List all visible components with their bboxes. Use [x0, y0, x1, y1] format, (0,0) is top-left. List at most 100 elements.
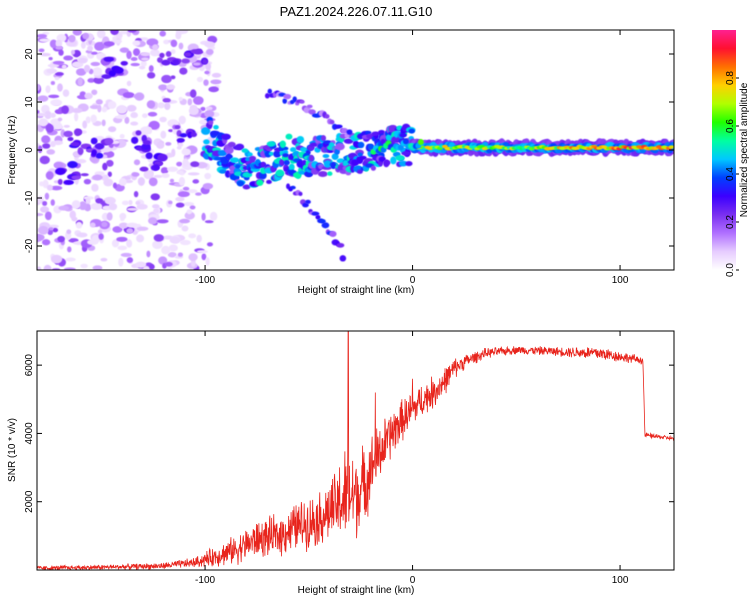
colorbar-tick-label: 0.6 [725, 119, 736, 133]
spectrogram-cell [204, 41, 216, 48]
spectrogram-cell [146, 38, 159, 47]
spectrogram-cell [140, 52, 151, 57]
spectrogram-cell [37, 225, 49, 235]
spectrogram-cell [104, 196, 116, 205]
spectrogram-cell [201, 127, 211, 135]
spectrogram-cell [342, 159, 350, 167]
spectrogram-cell [205, 62, 212, 71]
spectrogram-cell [273, 150, 282, 158]
spectrogram-cell [210, 79, 222, 85]
spectrogram-cell [126, 257, 134, 263]
spectrogram-cell [77, 57, 88, 64]
spectrogram-cell [161, 59, 171, 66]
spectrogram-cell [256, 179, 264, 186]
spectrogram-cell [147, 217, 158, 225]
spectrogram-cell [164, 261, 173, 267]
spectrogram-cell [192, 179, 200, 184]
spectrogram-cell [130, 121, 139, 126]
spectrogram-cell [156, 57, 163, 63]
spectrogram-cell [148, 65, 154, 73]
spectrogram-cell [383, 159, 390, 168]
spectrogram-cell [330, 162, 337, 169]
spectrogram-cell [98, 233, 104, 240]
colorbar-tick-label: 0.8 [725, 71, 736, 85]
spectrogram-cell [67, 246, 72, 253]
spectrogram-cell [136, 234, 145, 243]
spectrogram-cell [209, 211, 218, 221]
spectrogram-cell [118, 257, 124, 267]
spectrogram-cell [323, 160, 332, 168]
spectrogram-y-tick-label: -10 [24, 190, 35, 205]
spectrogram-cell [204, 70, 210, 75]
spectrogram-cell [49, 39, 58, 49]
spectrogram-cell [192, 62, 201, 66]
spectrogram-cell [168, 200, 173, 205]
snr-y-tick-label: 6000 [24, 354, 35, 377]
spectrogram-cell [196, 234, 202, 243]
spectrogram-cell [219, 169, 227, 174]
spectrogram-cell [69, 210, 77, 219]
spectrogram-cell [106, 212, 113, 221]
spectrogram-cell [37, 112, 47, 117]
spectrogram-cell [176, 145, 182, 150]
spectrogram-cell [159, 52, 165, 59]
spectrogram-cell [92, 174, 103, 181]
spectrogram-cell [39, 38, 51, 42]
spectrogram-cell [159, 30, 166, 37]
spectrogram-cell [148, 120, 160, 130]
spectrogram-cell [179, 218, 191, 224]
spectrogram-cell [193, 96, 204, 105]
spectrogram-cell [201, 253, 207, 261]
spectrogram-cell [140, 126, 152, 135]
spectrogram-cell [176, 137, 185, 143]
spectrogram-cell [47, 63, 60, 68]
spectrogram-cell [95, 198, 104, 204]
snr-x-axis-label: Height of straight line (km) [298, 585, 415, 596]
spectrogram-cell [370, 165, 377, 171]
spectrogram-cell [111, 239, 120, 248]
spectrogram-cell [292, 96, 297, 103]
spectrogram-cell [102, 162, 108, 171]
spectrogram-cell [92, 67, 103, 76]
spectrogram-cell [91, 183, 99, 192]
spectrogram-cell [199, 119, 208, 125]
spectrogram-cell [142, 140, 151, 145]
spectrogram-cell [67, 161, 78, 169]
spectrogram-cell [40, 206, 50, 213]
colorbar-tick-label: 0.4 [725, 167, 736, 181]
spectrogram-cell [196, 250, 208, 254]
spectrogram-cell [249, 155, 257, 162]
spectrogram-y-ticks: -20 -10 0 10 20 [24, 48, 674, 253]
spectrogram-cell [93, 76, 105, 84]
spectrogram-cell [126, 104, 137, 112]
spectrogram-cell [37, 34, 48, 38]
spectrogram-cell [260, 161, 266, 168]
spectrogram-cell [63, 124, 70, 128]
spectrogram-cell [315, 214, 321, 220]
spectrogram-cell [57, 178, 63, 185]
spectrogram-cell [76, 232, 88, 238]
spectrogram-cell [321, 222, 330, 229]
spectrogram-cell [143, 265, 150, 270]
spectrogram-cell [141, 113, 148, 119]
snr-background [37, 331, 674, 570]
spectrogram-cell [141, 57, 149, 61]
spectrogram-cell [288, 163, 295, 171]
spectrogram-cell [196, 76, 204, 83]
spectrogram-cell [61, 64, 67, 70]
snr-y-tick-label: 4000 [24, 422, 35, 445]
spectrogram-cell [101, 119, 106, 127]
spectrogram-cell [57, 83, 63, 92]
spectrogram-cell [152, 44, 159, 51]
spectrogram-cell [114, 67, 124, 74]
spectrogram-cell [188, 106, 199, 116]
spectrogram-cell [44, 110, 52, 120]
spectrogram-cell [126, 80, 132, 87]
spectrogram-cell [124, 116, 130, 124]
spectrogram-cell [133, 190, 139, 198]
spectrogram-cell [63, 179, 75, 185]
spectrogram-cell [305, 199, 311, 205]
spectrogram-cell [147, 111, 158, 117]
spectrogram-cell [308, 109, 316, 115]
